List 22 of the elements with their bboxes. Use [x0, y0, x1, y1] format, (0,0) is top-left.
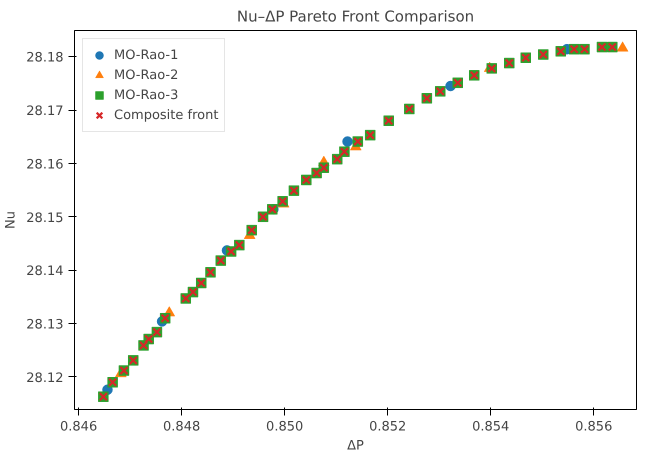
y-tick-label: 28.12	[26, 370, 64, 386]
legend-label: MO-Rao-2	[114, 68, 178, 82]
x-tick-label: 0.854	[472, 420, 510, 434]
y-tick-label: 28.18	[26, 50, 64, 66]
legend-label: MO-Rao-1	[114, 48, 178, 62]
y-tick-label: 28.15	[26, 210, 64, 226]
chart-title: Nu–ΔP Pareto Front Comparison	[236, 8, 474, 26]
legend-label: Composite front	[114, 108, 218, 122]
x-tick-label: 0.856	[575, 420, 612, 434]
y-axis-title: Nu	[3, 211, 18, 229]
x-tick-label: 0.852	[369, 420, 406, 434]
y-tick-label: 28.17	[26, 104, 64, 120]
legend-label: MO-Rao-3	[114, 88, 178, 102]
x-tick-label: 0.846	[60, 420, 98, 434]
x-tick-label: 0.848	[163, 420, 200, 434]
y-tick-label: 28.13	[26, 318, 64, 333]
x-axis-title: ΔP	[347, 438, 364, 454]
x-tick-label: 0.850	[266, 420, 304, 434]
y-tick-label: 28.14	[26, 264, 64, 280]
y-tick-label: 28.16	[26, 157, 64, 172]
point	[342, 136, 353, 147]
point	[616, 42, 628, 52]
